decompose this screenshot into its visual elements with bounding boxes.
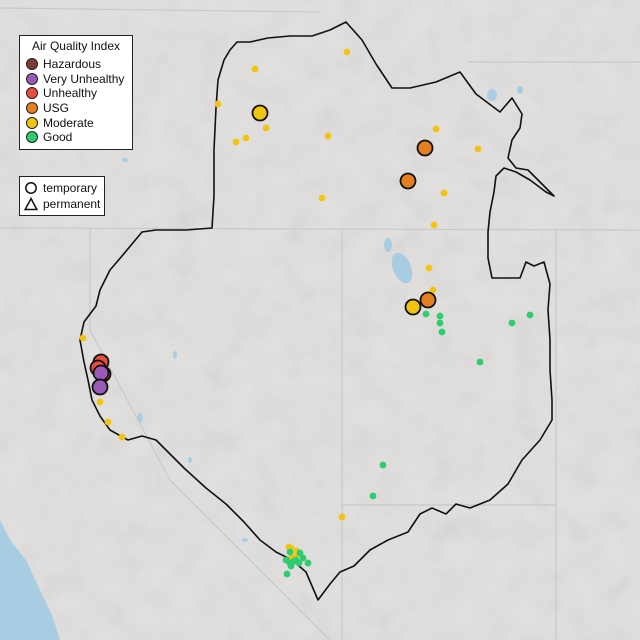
lakes bbox=[122, 86, 523, 542]
monitor-marker-good[interactable] bbox=[438, 328, 446, 336]
monitor-marker-moderate[interactable] bbox=[404, 298, 422, 316]
monitor-marker-usg[interactable] bbox=[419, 291, 437, 309]
aqi-legend: Air Quality Index Hazardous Very Unhealt… bbox=[19, 35, 133, 150]
region-boundary bbox=[79, 21, 555, 601]
good-swatch-icon bbox=[26, 131, 38, 144]
legend-item-unhealthy: Unhealthy bbox=[26, 86, 126, 101]
monitor-marker-usg[interactable] bbox=[416, 139, 434, 157]
triangle-icon bbox=[24, 197, 38, 211]
monitor-marker-good[interactable] bbox=[283, 570, 291, 578]
monitor-marker-good[interactable] bbox=[369, 492, 377, 500]
monitor-marker-good[interactable] bbox=[287, 562, 295, 570]
monitor-marker-moderate[interactable] bbox=[338, 513, 346, 521]
legend-label: USG bbox=[43, 101, 70, 116]
monitor-type-legend: temporary permanent bbox=[19, 176, 105, 216]
monitor-marker-very-unhealthy[interactable] bbox=[92, 364, 110, 382]
ocean bbox=[0, 520, 60, 640]
monitor-marker-moderate[interactable] bbox=[343, 48, 351, 56]
monitor-marker-good[interactable] bbox=[299, 554, 307, 562]
monitor-marker-very-unhealthy[interactable] bbox=[91, 378, 109, 396]
legend-item-temporary: temporary bbox=[24, 180, 100, 196]
monitor-marker-good[interactable] bbox=[296, 549, 304, 557]
monitor-marker-moderate[interactable] bbox=[262, 124, 270, 132]
legend-label: Very Unhealthy bbox=[43, 71, 125, 86]
very-unhealthy-swatch-icon bbox=[26, 72, 38, 85]
monitor-marker-good[interactable] bbox=[379, 461, 387, 469]
monitor-marker-moderate[interactable] bbox=[432, 125, 440, 133]
monitor-marker-moderate[interactable] bbox=[318, 194, 326, 202]
legend-item-hazardous: Hazardous bbox=[26, 57, 126, 72]
monitor-markers bbox=[79, 48, 534, 578]
monitor-marker-moderate[interactable] bbox=[214, 100, 222, 108]
monitor-marker-good[interactable] bbox=[295, 559, 303, 567]
monitor-marker-moderate[interactable] bbox=[429, 286, 437, 294]
monitor-marker-good[interactable] bbox=[436, 319, 444, 327]
monitor-marker-good[interactable] bbox=[436, 312, 444, 320]
monitor-marker-moderate[interactable] bbox=[251, 65, 259, 73]
legend-item-moderate: Moderate bbox=[26, 115, 126, 130]
monitor-marker-moderate[interactable] bbox=[425, 264, 433, 272]
hazardous-swatch-icon bbox=[26, 58, 38, 71]
legend-title: Air Quality Index bbox=[31, 39, 121, 53]
monitor-marker-moderate[interactable] bbox=[474, 145, 482, 153]
monitor-marker-good[interactable] bbox=[526, 311, 534, 319]
unhealthy-swatch-icon bbox=[26, 87, 38, 100]
legend-label: Good bbox=[43, 130, 73, 145]
legend-label: Moderate bbox=[43, 115, 94, 130]
monitor-marker-moderate[interactable] bbox=[79, 334, 87, 342]
monitor-marker-moderate[interactable] bbox=[118, 433, 126, 441]
monitor-marker-moderate[interactable] bbox=[440, 189, 448, 197]
legend-label: temporary bbox=[43, 181, 98, 195]
state-lines bbox=[0, 7, 640, 640]
monitor-marker-good[interactable] bbox=[282, 556, 290, 564]
legend-item-usg: USG bbox=[26, 101, 126, 116]
monitor-marker-moderate[interactable] bbox=[324, 132, 332, 140]
legend-label: Unhealthy bbox=[43, 86, 98, 101]
monitor-marker-moderate[interactable] bbox=[430, 221, 438, 229]
legend-label: Hazardous bbox=[43, 57, 102, 72]
monitor-marker-good[interactable] bbox=[304, 559, 312, 567]
legend-item-very-unhealthy: Very Unhealthy bbox=[26, 72, 126, 87]
monitor-marker-good[interactable] bbox=[476, 358, 484, 366]
monitor-marker-moderate[interactable] bbox=[242, 134, 250, 142]
moderate-swatch-icon bbox=[26, 116, 38, 129]
legend-item-good: Good bbox=[26, 130, 126, 145]
usg-swatch-icon bbox=[26, 102, 38, 115]
monitor-marker-moderate[interactable] bbox=[251, 104, 269, 122]
circle-icon bbox=[25, 182, 37, 194]
monitor-marker-good[interactable] bbox=[286, 548, 294, 556]
monitor-marker-good[interactable] bbox=[422, 310, 430, 318]
legend-label: permanent bbox=[43, 197, 101, 211]
monitor-marker-moderate[interactable] bbox=[104, 418, 112, 426]
monitor-marker-moderate[interactable] bbox=[232, 138, 240, 146]
monitor-marker-good[interactable] bbox=[508, 319, 516, 327]
monitor-marker-moderate[interactable] bbox=[96, 398, 104, 406]
monitor-marker-usg[interactable] bbox=[399, 172, 417, 190]
legend-item-permanent: permanent bbox=[24, 196, 100, 212]
